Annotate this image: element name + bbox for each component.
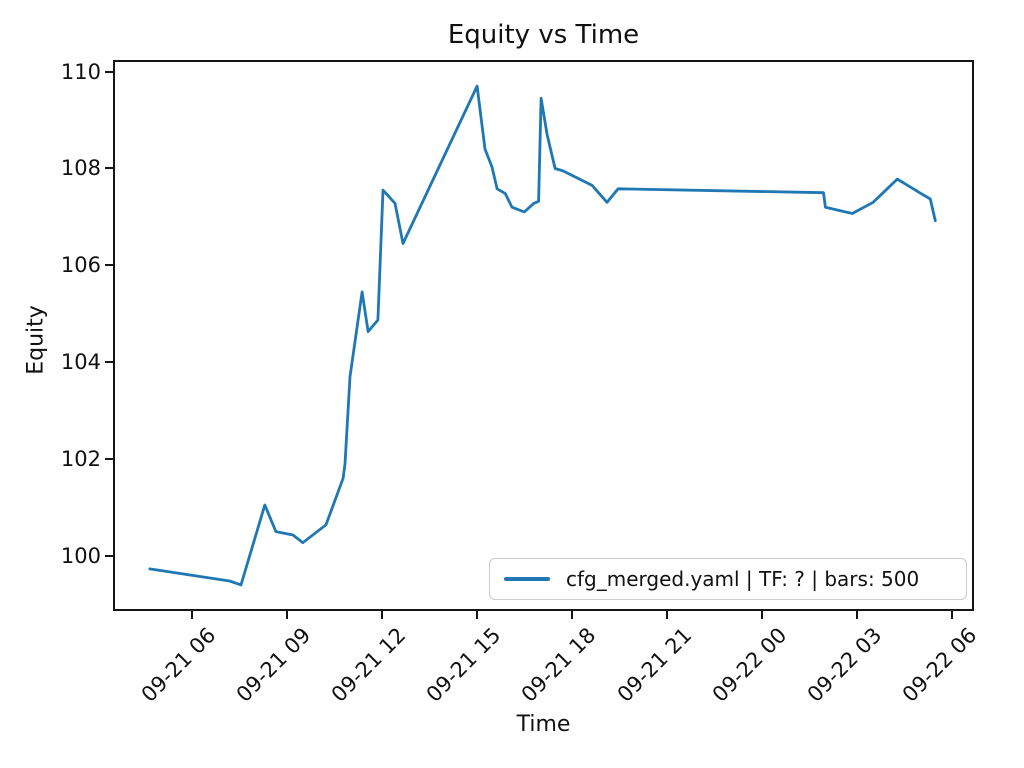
equity-line — [148, 84, 937, 587]
legend-label: cfg_merged.yaml | TF: ? | bars: 500 — [566, 567, 920, 591]
y-tick-label: 108 — [60, 156, 101, 181]
y-tick-mark — [105, 264, 113, 267]
y-tick-label: 110 — [60, 59, 101, 84]
y-tick-label: 104 — [60, 350, 101, 375]
x-tick-mark — [475, 611, 478, 619]
x-axis-label: Time — [516, 712, 571, 737]
y-tick-label: 106 — [60, 253, 101, 278]
legend: cfg_merged.yaml | TF: ? | bars: 500 — [489, 558, 967, 600]
y-tick-mark — [105, 361, 113, 364]
x-tick-mark — [570, 611, 573, 619]
x-tick-mark — [380, 611, 383, 619]
chart-title: Equity vs Time — [447, 20, 640, 50]
x-tick-mark — [285, 611, 288, 619]
x-tick-mark — [190, 611, 193, 619]
y-tick-mark — [105, 70, 113, 73]
x-tick-mark — [665, 611, 668, 619]
y-tick-mark — [105, 554, 113, 557]
plot-area — [113, 60, 974, 611]
x-tick-mark — [951, 611, 954, 619]
y-tick-mark — [105, 457, 113, 460]
y-tick-label: 102 — [60, 446, 101, 471]
x-tick-mark — [760, 611, 763, 619]
y-tick-mark — [105, 167, 113, 170]
x-tick-mark — [856, 611, 859, 619]
legend-line-swatch — [504, 577, 550, 581]
y-tick-label: 100 — [60, 543, 101, 568]
